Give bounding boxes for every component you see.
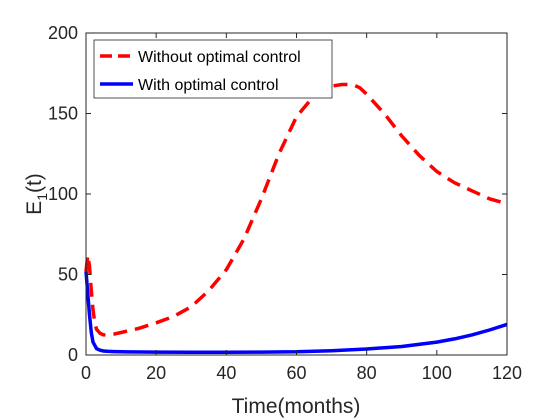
y-axis-title-suffix: (t): [23, 173, 46, 193]
y-axis-title-subscript: 1: [34, 193, 50, 201]
legend-label-with-control: With optimal control: [138, 77, 279, 94]
x-tick-label: 40: [216, 363, 236, 383]
x-tick-label: 120: [492, 363, 522, 383]
y-tick-label: 50: [58, 265, 78, 285]
x-tick-label: 60: [286, 363, 306, 383]
series-layer: [84, 82, 508, 355]
y-tick-label: 200: [48, 23, 78, 43]
x-tick-label: 0: [81, 363, 91, 383]
y-tick-label: 150: [48, 104, 78, 124]
x-axis-title: Time(months): [232, 395, 361, 418]
x-tick-label: 20: [146, 363, 166, 383]
y-tick-label: 0: [68, 345, 78, 365]
series-line-without-control: [84, 82, 508, 337]
legend-box: [93, 39, 333, 99]
ticks-layer: 0 20 40 60 80 100 120 0 50 100 150 200: [48, 23, 522, 383]
y-tick-label: 100: [48, 184, 78, 204]
y-axis-title: E1(t): [23, 173, 50, 215]
series-line-with-control: [84, 271, 508, 355]
y-axis-title-base: E: [23, 201, 46, 215]
legend-label-without-control: Without optimal control: [138, 49, 301, 66]
x-tick-label: 80: [357, 363, 377, 383]
legend: Without optimal control With optimal con…: [93, 39, 333, 99]
x-tick-label: 100: [422, 363, 452, 383]
